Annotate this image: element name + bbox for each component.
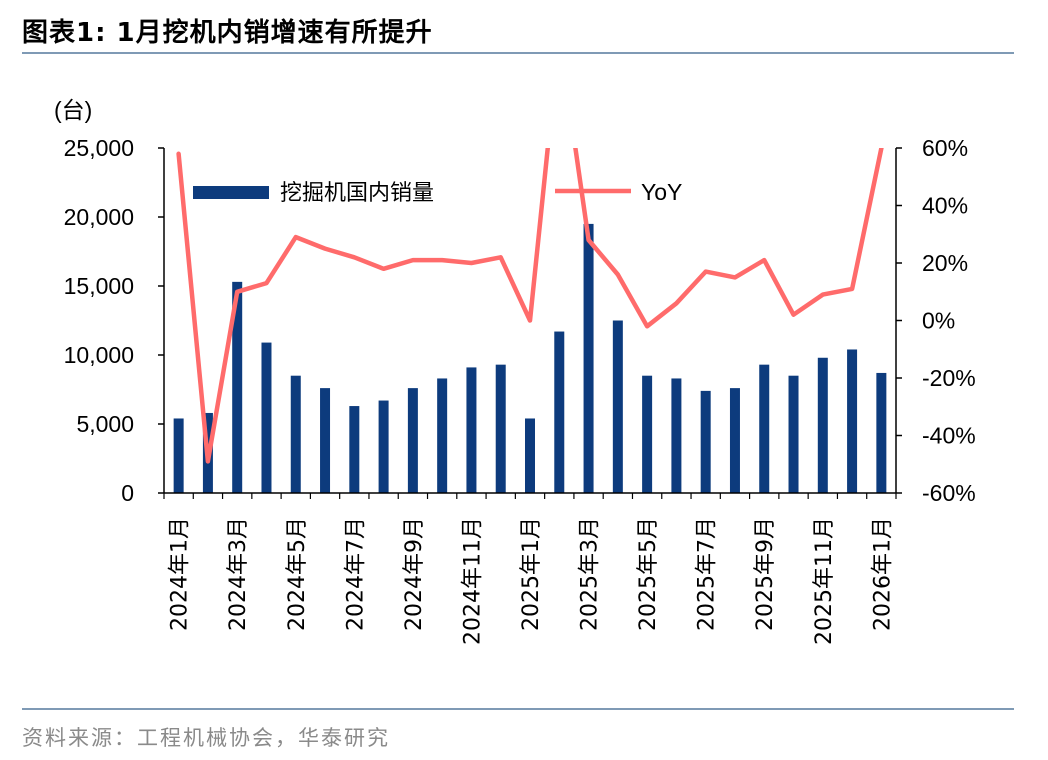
bar	[817, 357, 828, 493]
bar	[261, 342, 272, 493]
x-tick-label: 2024年5月	[285, 517, 310, 631]
source-note: 资料来源：工程机械协会，华泰研究	[22, 726, 390, 750]
bar	[173, 418, 184, 493]
bar	[232, 281, 243, 493]
bar	[788, 375, 799, 493]
x-axis: 2024年1月 2024年3月 2024年5月 2024年7月 2024年9月 2024年…	[163, 492, 897, 645]
bar	[290, 375, 301, 493]
right-tick-label: -40%	[922, 423, 976, 449]
title-divider	[22, 52, 1014, 54]
legend-swatch-bar	[193, 186, 269, 199]
x-tick-label: 2025年7月	[695, 517, 720, 631]
bar	[466, 367, 477, 493]
right-tick-label: 60%	[922, 135, 968, 161]
bar	[583, 223, 594, 493]
left-y-axis: 0 5,000 10,000 15,000 20,000 25,000	[64, 135, 165, 506]
bar	[847, 349, 858, 493]
bar-series-domestic-sales	[173, 223, 887, 493]
bar	[349, 406, 360, 493]
left-tick-label: 0	[121, 480, 134, 506]
yoy-line	[176, 148, 884, 464]
bar	[495, 364, 506, 493]
bar	[378, 400, 389, 493]
footer-divider	[22, 708, 1014, 710]
legend: 挖掘机国内销量 YoY	[193, 179, 682, 206]
bar	[671, 378, 682, 493]
x-tick-label: 2026年1月	[870, 517, 895, 631]
line-series-yoy	[176, 148, 884, 464]
legend-label-line: YoY	[641, 179, 682, 205]
left-tick-label: 5,000	[76, 411, 134, 437]
x-tick-label: 2025年9月	[753, 517, 778, 631]
bar	[759, 364, 770, 493]
left-tick-label: 25,000	[64, 135, 134, 161]
x-tick-label: 2024年3月	[226, 517, 251, 631]
right-y-axis: -60% -40% -20% 0% 20% 40% 60%	[895, 135, 976, 506]
left-tick-label: 10,000	[64, 342, 134, 368]
bar	[729, 388, 740, 493]
bar	[320, 388, 331, 493]
x-tick-label: 2024年1月	[168, 517, 193, 631]
right-tick-label: 40%	[922, 193, 968, 219]
right-tick-label: -20%	[922, 365, 976, 391]
x-tick-label: 2025年11月	[812, 517, 837, 645]
left-tick-label: 20,000	[64, 204, 134, 230]
x-tick-label: 2025年1月	[519, 517, 544, 631]
y-unit-label: (台)	[54, 97, 92, 123]
bar	[612, 320, 623, 493]
bar	[700, 390, 711, 493]
bar	[437, 378, 448, 493]
right-tick-label: 20%	[922, 250, 968, 276]
bar	[407, 388, 418, 493]
x-tick-label: 2024年7月	[343, 517, 368, 631]
left-tick-label: 15,000	[64, 273, 134, 299]
x-tick-label: 2024年11月	[460, 517, 485, 645]
right-tick-label: -60%	[922, 480, 976, 506]
chart-title: 图表1: 1月挖机内销增速有所提升	[22, 18, 433, 48]
bar	[642, 375, 653, 493]
bar	[525, 418, 535, 493]
bar	[554, 331, 565, 493]
x-tick-label: 2025年5月	[636, 517, 661, 631]
x-tick-label: 2024年9月	[402, 517, 427, 631]
legend-label-bar: 挖掘机国内销量	[280, 181, 434, 206]
bar	[876, 372, 887, 493]
right-tick-label: 0%	[922, 308, 955, 334]
x-tick-label: 2025年3月	[578, 517, 603, 631]
